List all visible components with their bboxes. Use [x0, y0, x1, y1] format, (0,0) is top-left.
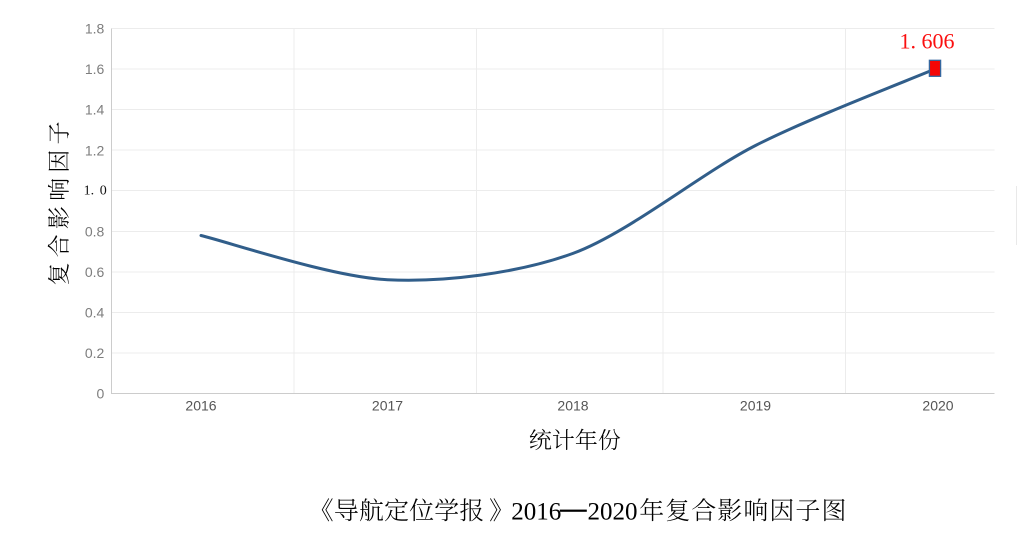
svg-text:2018: 2018	[557, 398, 588, 414]
svg-text:2016: 2016	[185, 398, 216, 414]
svg-text:1.2: 1.2	[85, 142, 105, 158]
svg-text:1.6: 1.6	[85, 61, 105, 77]
svg-text:2017: 2017	[372, 398, 403, 414]
svg-text:0.8: 0.8	[85, 223, 105, 239]
svg-text:1. 606: 1. 606	[900, 29, 955, 54]
svg-text:0: 0	[97, 386, 105, 402]
svg-text:2020: 2020	[922, 398, 953, 414]
svg-text:0.6: 0.6	[85, 264, 105, 280]
svg-text:2016: 2016	[511, 498, 561, 525]
svg-text:0.4: 0.4	[85, 305, 105, 321]
svg-text:1.4: 1.4	[85, 102, 105, 118]
svg-text:1.8: 1.8	[85, 21, 105, 37]
svg-text:2020: 2020	[588, 498, 638, 525]
svg-text:0.2: 0.2	[85, 345, 105, 361]
svg-text:2019: 2019	[740, 398, 771, 414]
